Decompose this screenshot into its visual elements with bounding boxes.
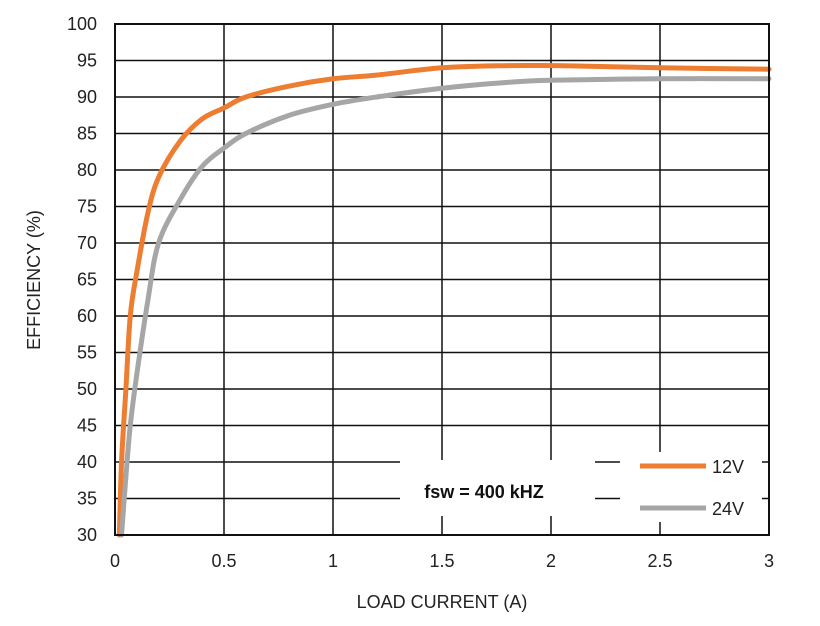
plot-frame xyxy=(114,23,770,536)
y-tick-label: 55 xyxy=(77,343,97,363)
y-tick-label: 80 xyxy=(77,160,97,180)
y-axis-label: EFFICIENCY (%) xyxy=(24,210,44,350)
x-tick-label: 1 xyxy=(328,551,338,571)
annotation-fsw: fsw = 400 kHZ xyxy=(424,482,544,502)
legend-label-12v: 12V xyxy=(712,457,744,477)
series-line-24v xyxy=(119,76,772,538)
x-tick-label: 0.5 xyxy=(211,551,236,571)
y-tick-label: 65 xyxy=(77,270,97,290)
y-tick-label: 75 xyxy=(77,197,97,217)
x-axis-tick-labels: 0 0.5 1 1.5 2 2.5 3 xyxy=(110,551,774,571)
x-tick-label: 0 xyxy=(110,551,120,571)
y-tick-label: 50 xyxy=(77,379,97,399)
y-tick-label: 85 xyxy=(77,124,97,144)
y-tick-label: 100 xyxy=(67,14,97,34)
legend-label-24v: 24V xyxy=(712,499,744,519)
annotation-background xyxy=(400,460,595,516)
series-lines xyxy=(116,62,772,538)
y-tick-label: 90 xyxy=(77,87,97,107)
y-tick-label: 95 xyxy=(77,51,97,71)
y-tick-label: 45 xyxy=(77,416,97,436)
series-line-12v xyxy=(116,62,772,538)
y-tick-label: 40 xyxy=(77,452,97,472)
legend: 12V 24V xyxy=(620,452,762,522)
y-tick-label: 60 xyxy=(77,306,97,326)
y-axis-tick-labels: 30 35 40 45 50 55 60 65 70 75 80 85 90 95 100 xyxy=(67,14,97,545)
y-tick-label: 30 xyxy=(77,525,97,545)
x-axis-label: LOAD CURRENT (A) xyxy=(357,592,528,612)
x-tick-label: 2 xyxy=(546,551,556,571)
x-tick-label: 1.5 xyxy=(429,551,454,571)
y-tick-label: 35 xyxy=(77,489,97,509)
annotation-group: fsw = 400 kHZ xyxy=(400,460,595,516)
x-tick-label: 3 xyxy=(764,551,774,571)
x-tick-label: 2.5 xyxy=(647,551,672,571)
y-tick-label: 70 xyxy=(77,233,97,253)
